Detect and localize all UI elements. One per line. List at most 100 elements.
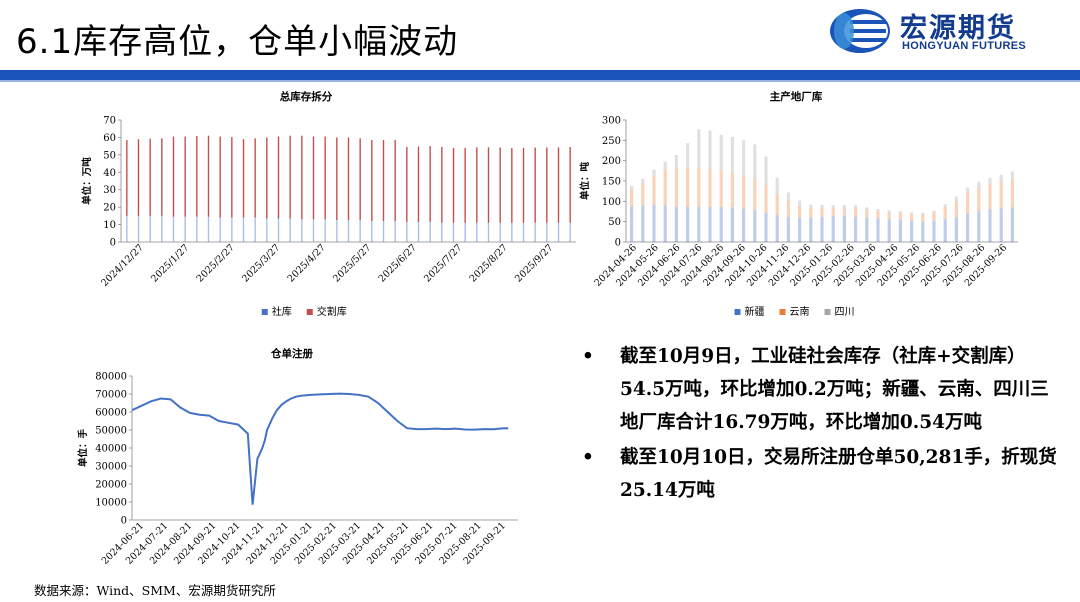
- bar-segment-social: [534, 222, 536, 242]
- bar-segment-social: [394, 221, 396, 242]
- y-tick-label: 300: [602, 116, 621, 127]
- chart-title: 总库存拆分: [280, 90, 333, 103]
- area-column-sichuan: [686, 143, 690, 168]
- bar-segment-delivery: [371, 140, 373, 222]
- area-column-xinjiang: [630, 206, 634, 242]
- area-column-yunnan: [831, 207, 835, 216]
- y-tick-label: 70000: [95, 390, 127, 401]
- area-column-sichuan: [887, 210, 891, 213]
- bar-segment-social: [382, 221, 385, 242]
- area-column-xinjiang: [865, 217, 869, 242]
- y-tick-label: 30000: [95, 462, 127, 473]
- area-column-yunnan: [943, 207, 947, 220]
- y-tick-label: 50000: [95, 426, 127, 437]
- bar-segment-social: [546, 222, 548, 242]
- bar-segment-delivery: [266, 137, 268, 219]
- logo-globe-icon: [830, 9, 890, 53]
- area-column-sichuan: [932, 210, 936, 213]
- area-column-sichuan: [775, 177, 779, 195]
- bar-segment-delivery: [417, 146, 420, 222]
- area-column-yunnan: [887, 212, 891, 220]
- bar-segment-social: [406, 221, 408, 242]
- area-column-xinjiang: [674, 206, 678, 242]
- area-column-sichuan: [663, 161, 667, 170]
- bar-segment-social: [161, 215, 163, 242]
- area-column-yunnan: [954, 200, 958, 217]
- y-axis-label: 单位：吨: [579, 162, 591, 201]
- bullet-item-inventory: • 截至10月9日，工业硅社会库存（社库+交割库）54.5万吨，环比增加0.2万…: [582, 340, 1062, 439]
- area-column-sichuan: [865, 207, 869, 210]
- y-tick-label: 0: [615, 238, 621, 249]
- area-column-sichuan: [842, 204, 846, 208]
- area-column-yunnan: [708, 169, 712, 208]
- area-column-yunnan: [910, 214, 914, 221]
- bar-segment-delivery: [149, 138, 151, 216]
- bar-segment-social: [476, 222, 478, 242]
- area-column-sichuan: [910, 212, 914, 215]
- bar-segment-delivery: [184, 136, 186, 217]
- x-tick-label: 2025/8/27: [468, 242, 510, 284]
- area-column-sichuan: [753, 144, 757, 179]
- bar-segment-social: [266, 218, 268, 242]
- area-column-yunnan: [697, 167, 701, 208]
- area-column-xinjiang: [977, 211, 981, 242]
- bar-segment-social: [324, 219, 326, 242]
- area-column-yunnan: [775, 194, 779, 216]
- bar-segment-delivery: [534, 147, 536, 223]
- bar-segment-delivery: [452, 147, 455, 223]
- bar-segment-delivery: [406, 147, 408, 222]
- area-column-yunnan: [719, 171, 723, 208]
- area-column-xinjiang: [798, 217, 802, 242]
- area-column-yunnan: [1010, 179, 1014, 208]
- page-title: 6.1库存高位，仓单小幅波动: [16, 22, 459, 62]
- bar-segment-delivery: [394, 140, 396, 222]
- area-column-yunnan: [742, 175, 746, 209]
- legend-swatch: [261, 309, 268, 315]
- area-column-yunnan: [630, 189, 634, 207]
- y-tick-label: 200: [602, 156, 621, 167]
- legend-label: 云南: [790, 305, 810, 318]
- factory-inventory-chart: 主产地厂库单位：吨0501001502002503002024-04-26202…: [579, 90, 1018, 318]
- bar-segment-delivery: [487, 147, 490, 223]
- area-column-yunnan: [764, 185, 768, 213]
- area-column-sichuan: [674, 154, 678, 168]
- area-column-sichuan: [742, 140, 746, 176]
- y-tick-label: 150: [602, 177, 621, 188]
- bar-segment-delivery: [207, 135, 210, 217]
- bar-segment-social: [289, 218, 291, 242]
- bar-segment-social: [569, 222, 571, 242]
- area-column-sichuan: [966, 187, 970, 193]
- y-tick-label: 60: [103, 133, 116, 144]
- bar-segment-social: [254, 217, 256, 242]
- bar-segment-delivery: [231, 137, 233, 218]
- area-column-sichuan: [809, 204, 813, 208]
- area-column-xinjiang: [887, 219, 891, 242]
- data-source: 数据来源：Wind、SMM、宏源期货研究所: [34, 583, 276, 598]
- bar-segment-social: [277, 218, 280, 242]
- y-axis-label: 单位：手: [77, 429, 89, 468]
- area-column-yunnan: [820, 207, 824, 217]
- y-tick-label: 40: [103, 168, 116, 179]
- area-column-xinjiang: [663, 205, 667, 242]
- area-column-xinjiang: [641, 205, 645, 242]
- y-tick-label: 10000: [95, 498, 127, 509]
- bar-segment-delivery: [359, 138, 361, 221]
- area-column-xinjiang: [786, 216, 790, 242]
- area-column-yunnan: [898, 213, 902, 220]
- area-column-sichuan: [697, 129, 701, 168]
- area-column-yunnan: [999, 182, 1003, 209]
- legend-label: 四川: [835, 307, 855, 318]
- bar-segment-social: [336, 220, 338, 242]
- y-tick-label: 70: [103, 116, 116, 127]
- bullet-text: 截至10月9日，工业硅社会库存（社库+交割库）54.5万吨，环比增加0.2万吨；…: [620, 346, 1049, 433]
- area-column-sichuan: [831, 205, 835, 208]
- area-column-xinjiang: [876, 218, 880, 242]
- area-column-yunnan: [730, 172, 734, 208]
- area-column-sichuan: [988, 177, 992, 185]
- area-column-yunnan: [966, 192, 970, 214]
- bar-segment-social: [557, 222, 560, 242]
- area-column-yunnan: [786, 200, 790, 217]
- bar-segment-delivery: [312, 136, 315, 220]
- area-column-xinjiang: [954, 216, 958, 242]
- bar-segment-social: [499, 222, 501, 242]
